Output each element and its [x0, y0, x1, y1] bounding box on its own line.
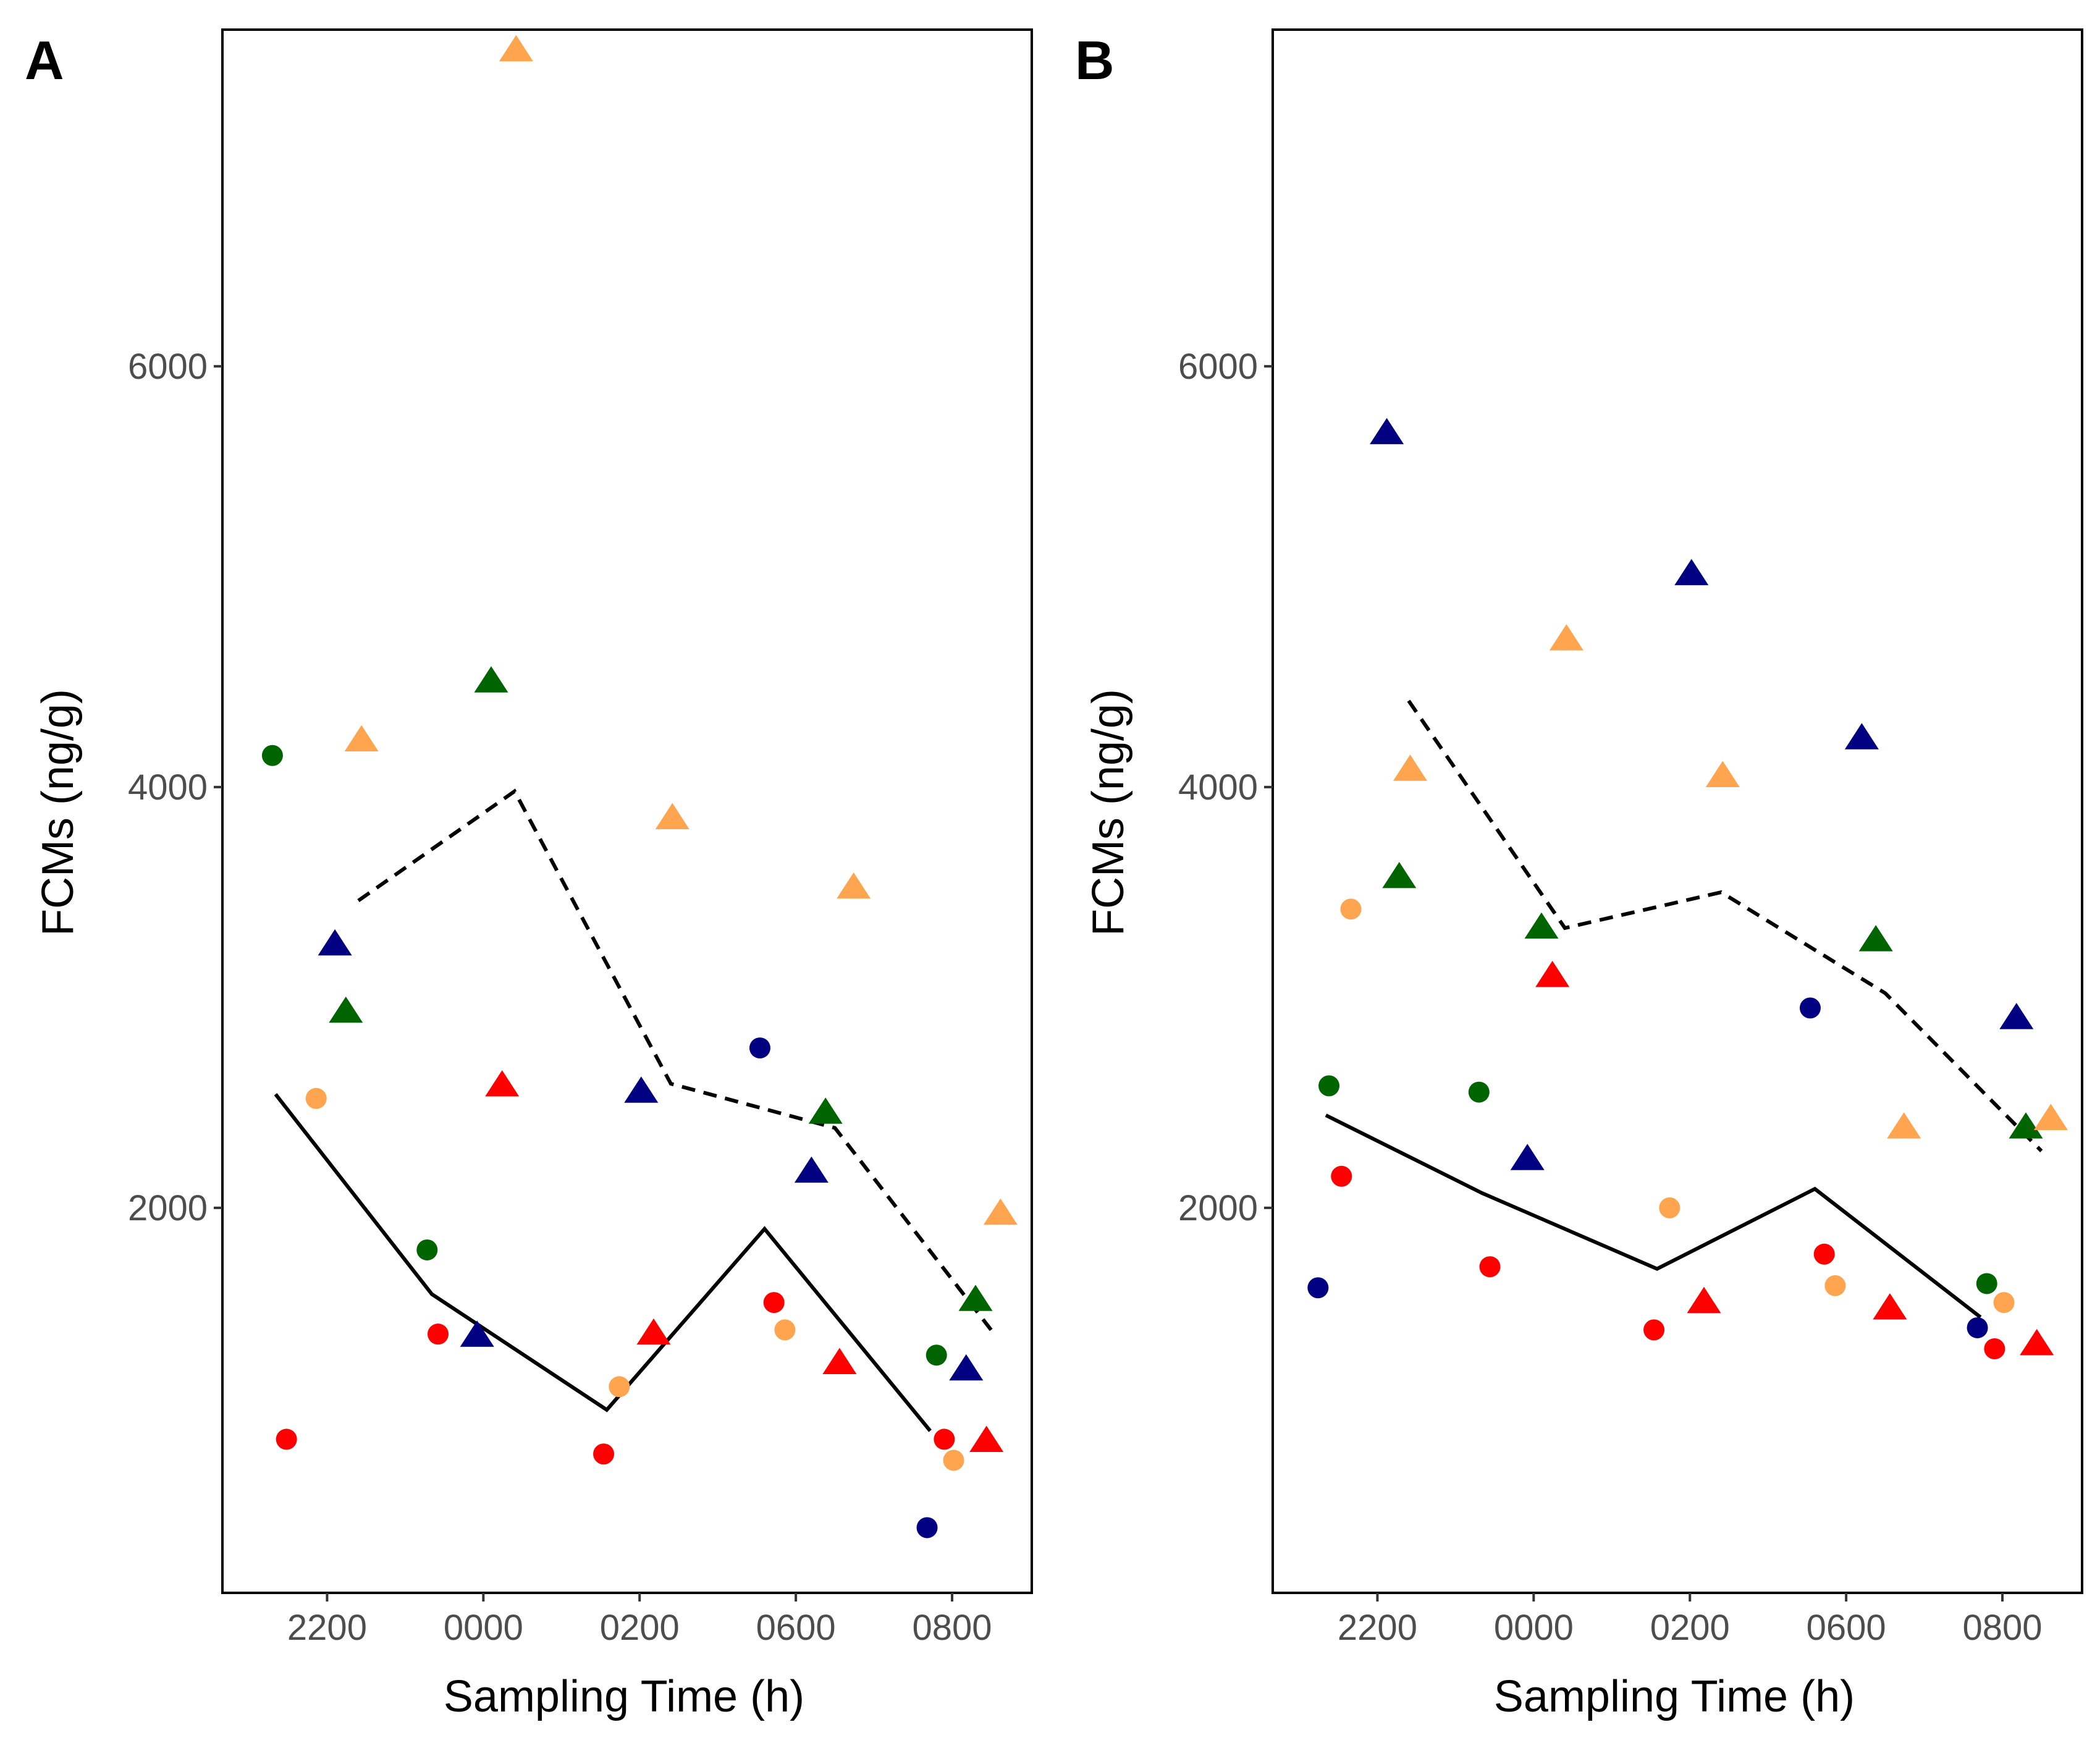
panel-a-point-triangle-navy	[460, 1320, 494, 1347]
panel-a-point-circle-orange	[609, 1376, 630, 1398]
panel-a-point-circle-red	[593, 1443, 615, 1465]
panel-a-point-triangle-orange	[655, 803, 689, 830]
panel-a-point-triangle-green	[474, 666, 508, 693]
panel-a-point-circle-red	[276, 1429, 297, 1450]
panel-b-point-triangle-green	[1524, 912, 1559, 939]
y-axis-title-a: FCMs (ng/g)	[33, 689, 83, 936]
panel-b-frame	[1271, 28, 2083, 1594]
panel-b-x-tick-label: 0600	[1807, 1608, 1886, 1648]
panel-b-x-tick-label: 0000	[1494, 1608, 1574, 1648]
panel-a-point-triangle-orange	[983, 1198, 1018, 1225]
panel-b-x-tick-label: 0200	[1650, 1608, 1730, 1648]
panel-a-point-triangle-navy	[949, 1354, 984, 1381]
panel-a-point-triangle-orange	[499, 35, 533, 62]
panel-b-dashed-line	[1407, 699, 2043, 1153]
panel-b-point-triangle-red	[2020, 1328, 2054, 1356]
panel-letter-a: A	[25, 30, 64, 91]
panel-b-point-circle-red	[1984, 1338, 2005, 1360]
panel-b-y-tick-label: 6000	[1178, 347, 1258, 387]
panel-a-point-triangle-red	[636, 1318, 671, 1345]
panel-a: A 2000 4000 6000 2200 0000 0200 0600 0800 Sampl…	[25, 28, 1033, 1721]
panel-a-x-tick-label: 0800	[913, 1608, 992, 1648]
panel-a-x-tick-label: 0000	[444, 1608, 523, 1648]
panel-a-x-tick-label: 0200	[600, 1608, 680, 1648]
y-axis-title-b: FCMs (ng/g)	[1084, 689, 1133, 936]
panel-a-point-triangle-red	[969, 1425, 1004, 1452]
panel-b-point-circle-red	[1479, 1256, 1501, 1278]
panel-b-point-circle-orange	[1340, 898, 1362, 920]
panel-b-point-circle-navy	[1967, 1317, 1988, 1338]
panel-a-point-triangle-navy	[624, 1076, 659, 1103]
panel-a-point-triangle-navy	[794, 1156, 829, 1183]
panel-b-point-circle-red	[1813, 1243, 1835, 1265]
panel-a-point-circle-orange	[774, 1319, 796, 1341]
panel-b-y-tick-label: 2000	[1178, 1188, 1258, 1228]
panel-a-point-circle-green	[926, 1344, 947, 1366]
panel-b-x-tick-label: 2200	[1338, 1608, 1417, 1648]
panel-a-y-tick-label: 2000	[128, 1188, 208, 1228]
x-axis-title-b: Sampling Time (h)	[1494, 1672, 1855, 1721]
panel-b-solid-line	[1325, 1113, 1982, 1319]
panel-b-point-circle-green	[1468, 1081, 1490, 1103]
panel-a-y-tick-label: 6000	[128, 347, 208, 387]
panel-a-point-circle-red	[427, 1323, 449, 1345]
panel-a-point-circle-orange	[305, 1087, 327, 1109]
panel-a-point-circle-green	[416, 1239, 438, 1260]
panel-letter-b: B	[1075, 30, 1115, 91]
panel-b-point-triangle-navy	[1370, 418, 1404, 444]
panel-b-plot: 2000 4000 6000 2200 0000 0200 0600 0800	[1178, 28, 2083, 1648]
panel-b-point-circle-orange	[1993, 1292, 2015, 1314]
panel-a-point-circle-red	[934, 1429, 955, 1450]
panel-b-x-tick-label: 0800	[1963, 1608, 2043, 1648]
panel-a-dashed-line	[357, 788, 993, 1332]
panel-a-x-tick-label: 2200	[287, 1608, 367, 1648]
panel-b-point-circle-green	[1976, 1273, 1997, 1294]
panel-b-y-tick-label: 4000	[1178, 767, 1258, 808]
panel-b-point-circle-orange	[1659, 1197, 1680, 1218]
panel-a-point-circle-navy	[749, 1037, 770, 1059]
panel-a-point-circle-orange	[943, 1450, 964, 1471]
panel-a-point-circle-green	[261, 745, 283, 766]
panel-b-point-circle-navy	[1307, 1277, 1329, 1299]
panel-b-point-triangle-orange	[1705, 761, 1740, 787]
panel-b-point-circle-red	[1643, 1319, 1665, 1341]
panel-a-point-circle-red	[763, 1292, 785, 1314]
panel-a-point-triangle-red	[485, 1070, 520, 1097]
panel-b-point-circle-green	[1318, 1075, 1340, 1097]
panel-b-point-triangle-orange	[1549, 624, 1583, 651]
panel-b-point-triangle-orange	[1393, 754, 1427, 781]
panel-a-point-circle-navy	[916, 1517, 938, 1538]
panel-b: B 2000 4000 6000 2200 0000 0200 0600 0800 Sampl…	[1075, 28, 2083, 1721]
x-axis-title-a: Sampling Time (h)	[444, 1672, 804, 1721]
panel-b-point-triangle-navy	[1510, 1144, 1545, 1170]
panel-a-point-triangle-red	[822, 1348, 857, 1374]
panel-b-point-triangle-navy	[1999, 1003, 2034, 1029]
panel-a-x-tick-label: 0600	[756, 1608, 836, 1648]
panel-b-point-triangle-red	[1873, 1293, 1907, 1320]
panel-a-y-tick-label: 4000	[128, 767, 208, 808]
panel-a-point-triangle-orange	[344, 725, 379, 752]
panel-a-point-triangle-green	[808, 1097, 843, 1124]
panel-b-point-triangle-red	[1535, 961, 1570, 987]
panel-a-point-triangle-orange	[837, 872, 871, 899]
panel-b-point-triangle-orange	[1887, 1112, 1921, 1139]
panel-a-point-triangle-green	[329, 996, 363, 1023]
panel-b-point-circle-red	[1331, 1165, 1352, 1187]
panel-b-point-triangle-green	[1382, 862, 1417, 888]
panel-a-solid-line	[274, 1093, 932, 1432]
panel-a-frame	[221, 28, 1033, 1594]
panel-a-point-triangle-navy	[318, 929, 352, 956]
panel-b-point-triangle-orange	[2033, 1104, 2068, 1130]
panel-b-point-triangle-red	[1687, 1286, 1721, 1314]
panel-a-plot: 2000 4000 6000 2200 0000 0200 0600 0800	[128, 28, 1033, 1648]
panel-b-point-triangle-navy	[1674, 559, 1709, 586]
panel-a-point-triangle-green	[958, 1285, 993, 1311]
panel-b-point-triangle-green	[2009, 1112, 2043, 1139]
panel-b-point-triangle-navy	[1844, 723, 1879, 749]
panel-b-point-circle-navy	[1799, 997, 1821, 1019]
panel-b-point-circle-orange	[1824, 1275, 1846, 1296]
panel-b-point-triangle-green	[1858, 925, 1893, 952]
